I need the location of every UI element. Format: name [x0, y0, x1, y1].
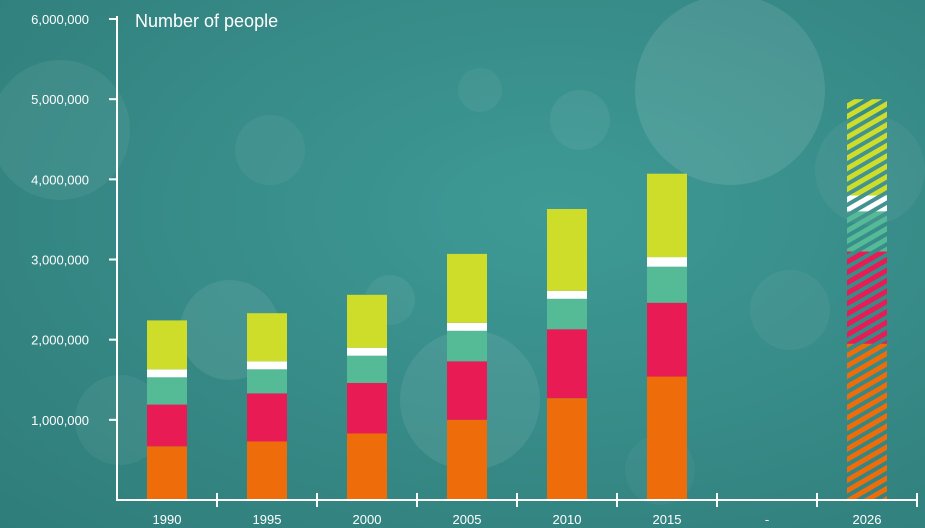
bar-segment — [247, 313, 287, 362]
y-tick-label: 6,000,000 — [31, 12, 89, 27]
axes-group: 1,000,000 2,000,000 3,000,000 4,000,000 5,00… — [31, 12, 918, 527]
bar-segment — [147, 446, 187, 500]
bar-segment — [447, 253, 487, 323]
x-tick-label: 2005 — [453, 512, 482, 527]
chart-title: Number of people — [135, 11, 278, 31]
bokeh-circle — [458, 68, 502, 112]
x-tick-label: 1995 — [253, 512, 282, 527]
bar-segment — [647, 376, 687, 500]
bokeh-circle — [75, 375, 165, 465]
bar-segment — [147, 404, 187, 447]
x-tick-label: 2026 — [853, 512, 882, 527]
y-tick-label: 4,000,000 — [31, 172, 89, 187]
bar-segment — [447, 322, 487, 331]
bar-segment — [647, 173, 687, 258]
bokeh-circle — [550, 90, 610, 150]
bar-segment — [447, 330, 487, 362]
bar-segment — [847, 211, 887, 252]
bar-segment — [247, 393, 287, 442]
x-tick-label: 2015 — [653, 512, 682, 527]
bar-segment — [247, 369, 287, 394]
bar-segment — [347, 294, 387, 348]
bar-segment — [647, 266, 687, 303]
bar-segment — [647, 257, 687, 267]
y-tick-label: 2,000,000 — [31, 333, 89, 348]
bar-segment — [647, 302, 687, 377]
bar-segment — [347, 347, 387, 356]
bar-segment — [547, 329, 587, 399]
bokeh-circle — [750, 270, 830, 350]
bokeh-circle — [235, 115, 305, 185]
bar-segment — [247, 361, 287, 370]
bar-segment — [547, 398, 587, 500]
y-tick-label: 3,000,000 — [31, 253, 89, 268]
bar-segment — [147, 369, 187, 378]
bar-segment — [447, 361, 487, 420]
bar-segment — [547, 298, 587, 330]
bar-segment — [147, 377, 187, 405]
bar-segment — [547, 209, 587, 291]
bar-segment — [847, 343, 887, 500]
bar-segment — [147, 320, 187, 370]
bar-segment — [347, 383, 387, 434]
bar-segment — [347, 433, 387, 500]
bar-segment — [547, 290, 587, 299]
x-tick-label: 2010 — [553, 512, 582, 527]
bar-segment — [847, 251, 887, 344]
bar-segment — [847, 195, 887, 212]
y-tick-label: 5,000,000 — [31, 92, 89, 107]
bar-segment — [447, 419, 487, 500]
y-tick-label: 1,000,000 — [31, 413, 89, 428]
bokeh-circle — [0, 60, 130, 200]
bar-segment — [247, 441, 287, 500]
bokeh-circle — [635, 0, 825, 185]
bar-segment — [347, 355, 387, 383]
bars-group — [147, 99, 887, 500]
x-tick-label: - — [765, 512, 769, 527]
x-tick-label: 2000 — [353, 512, 382, 527]
x-tick-label: 1990 — [153, 512, 182, 527]
bar-segment — [847, 99, 887, 196]
